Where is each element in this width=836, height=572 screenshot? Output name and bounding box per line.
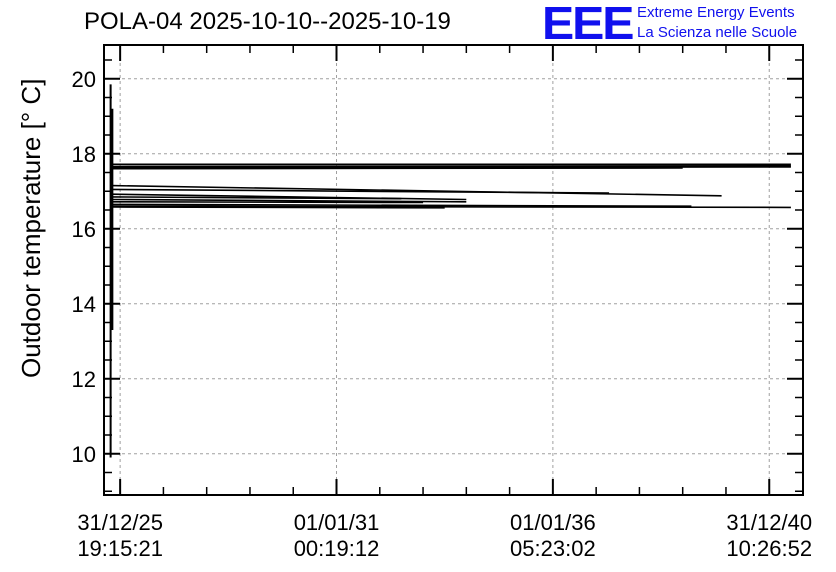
chart-title: POLA-04 2025-10-10--2025-10-19	[84, 8, 451, 35]
grid-lines	[104, 45, 803, 495]
series-line	[111, 206, 445, 209]
plot-frame	[103, 44, 804, 496]
logo-subtitle-1: Extreme Energy Events	[637, 4, 795, 21]
series-line	[111, 201, 424, 204]
x-tick-label-date: 31/12/25	[77, 510, 163, 535]
x-tick-label-date: 01/01/36	[510, 510, 596, 535]
series-line	[111, 184, 722, 197]
series-line	[111, 205, 791, 209]
series-line	[111, 165, 791, 168]
series-line	[111, 203, 692, 207]
x-tick-label-date: 31/12/40	[726, 510, 812, 535]
y-tick-label: 10	[72, 442, 96, 467]
y-tick-label: 20	[72, 67, 96, 92]
x-tick-label-time: 05:23:02	[510, 536, 596, 561]
logo-subtitle-2: La Scienza nelle Scuole	[637, 24, 798, 41]
series-line	[111, 188, 610, 194]
y-tick-label: 18	[72, 142, 96, 167]
y-tick-label: 12	[72, 367, 96, 392]
series-line	[111, 166, 791, 169]
spike-lines	[109, 84, 114, 458]
series-lines	[111, 163, 791, 209]
x-tick-label-date: 01/01/31	[294, 510, 380, 535]
series-line	[111, 198, 467, 203]
series-line	[111, 167, 683, 170]
series-line	[111, 196, 402, 200]
y-tick-label: 14	[72, 292, 96, 317]
x-tick-label-time: 10:26:52	[726, 536, 812, 561]
x-tick-label-time: 00:19:12	[294, 536, 380, 561]
series-line	[111, 193, 467, 201]
eee-logo: EEE	[542, 0, 634, 49]
y-tick-label: 16	[72, 217, 96, 242]
x-tick-label-time: 19:15:21	[77, 536, 163, 561]
axis-ticks	[104, 45, 803, 495]
